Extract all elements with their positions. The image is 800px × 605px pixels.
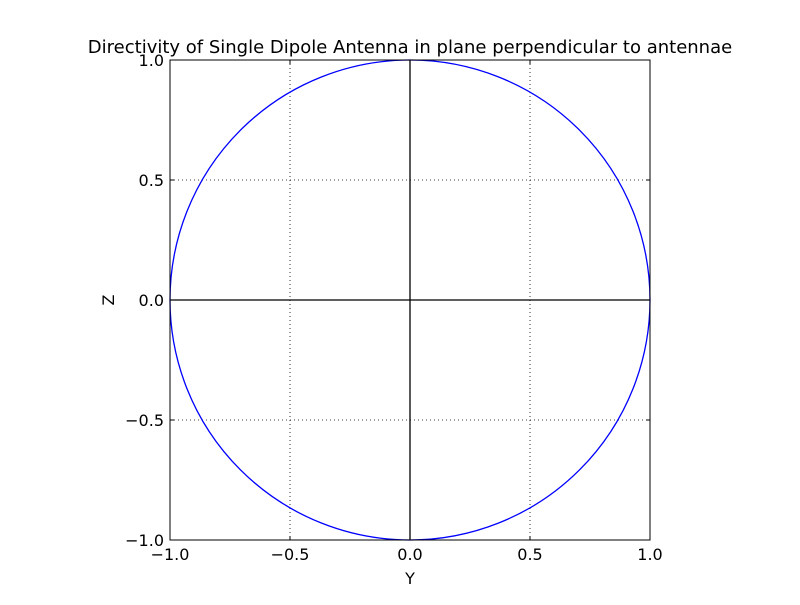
x-tick-label-2: 0.0 (397, 545, 422, 564)
y-tick-label-2: 0.0 (139, 291, 164, 310)
y-tick-label-1: −0.5 (125, 411, 164, 430)
y-axis-label: Z (99, 294, 118, 305)
x-tick-label-4: 1.0 (637, 545, 662, 564)
tick-labels: −1.0 −0.5 0.0 0.5 1.0 −1.0 −0.5 0.0 0.5 1.0 (125, 51, 663, 564)
tick-marks (169, 59, 651, 541)
x-tick-label-1: −0.5 (271, 545, 310, 564)
y-tick-label-3: 0.5 (139, 171, 164, 190)
y-tick-label-4: 1.0 (139, 51, 164, 70)
x-tick-label-0: −1.0 (151, 545, 190, 564)
x-axis-label: Y (404, 569, 415, 588)
x-tick-label-3: 0.5 (517, 545, 542, 564)
y-tick-label-0: −1.0 (125, 531, 164, 550)
zero-axis-lines (170, 60, 650, 540)
chart-title: Directivity of Single Dipole Antenna in … (88, 37, 732, 58)
